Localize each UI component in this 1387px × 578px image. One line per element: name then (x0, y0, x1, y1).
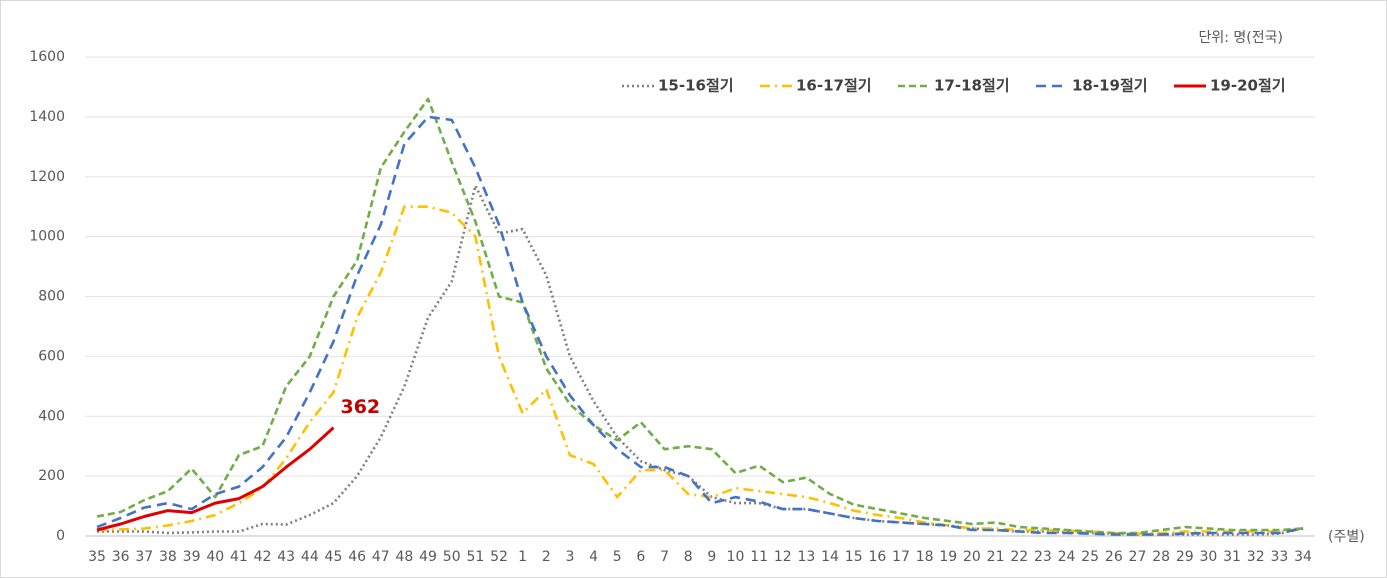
unit-label: 단위: 명(전국) (1199, 30, 1284, 46)
x-tick-label: 25 (1081, 549, 1099, 565)
x-tick-label: 19 (939, 549, 957, 565)
x-tick-label: 46 (348, 549, 366, 565)
x-tick-label: 43 (277, 549, 295, 565)
x-tick-label: 42 (254, 549, 272, 565)
legend-label: 18-19절기 (1072, 77, 1148, 95)
y-tick-label: 1000 (29, 229, 65, 245)
series-line (96, 97, 1304, 535)
y-tick-label: 800 (38, 289, 65, 305)
x-tick-label: 38 (159, 549, 177, 565)
x-tick-label: 7 (660, 549, 669, 565)
x-tick-label: 47 (372, 549, 390, 565)
x-tick-label: 26 (1105, 549, 1123, 565)
data-label: 362 (340, 396, 380, 418)
x-tick-label: 37 (135, 549, 153, 565)
x-tick-label: 5 (613, 549, 622, 565)
series-line (96, 115, 1304, 536)
x-tick-label: 36 (112, 549, 130, 565)
x-tick-label: 11 (750, 549, 768, 565)
y-tick-label: 1200 (29, 169, 65, 185)
x-tick-label: 41 (230, 549, 248, 565)
x-tick-label: 4 (589, 549, 598, 565)
x-tick-label: 22 (1010, 549, 1028, 565)
x-tick-label: 30 (1199, 549, 1217, 565)
x-tick-label: 32 (1247, 549, 1265, 565)
x-tick-label: 16 (868, 549, 886, 565)
x-tick-label: 20 (963, 549, 981, 565)
x-unit-label: (주별) (1328, 529, 1365, 545)
x-tick-label: 18 (916, 549, 934, 565)
x-tick-label: 24 (1058, 549, 1076, 565)
x-tick-label: 45 (325, 549, 343, 565)
y-tick-label: 600 (38, 348, 65, 364)
x-tick-label: 33 (1270, 549, 1288, 565)
x-tick-label: 48 (395, 549, 413, 565)
x-tick-label: 52 (490, 549, 508, 565)
series-line (96, 426, 335, 532)
y-tick-label: 0 (56, 528, 65, 544)
x-tick-label: 6 (636, 549, 645, 565)
y-tick-label: 200 (38, 468, 65, 484)
legend-label: 19-20절기 (1210, 77, 1286, 95)
x-tick-label: 10 (727, 549, 745, 565)
x-tick-label: 17 (892, 549, 910, 565)
x-tick-label: 2 (542, 549, 551, 565)
y-tick-label: 1600 (29, 49, 65, 65)
x-tick-label: 51 (466, 549, 484, 565)
x-tick-label: 44 (301, 549, 319, 565)
x-tick-label: 12 (774, 549, 792, 565)
x-tick-label: 13 (797, 549, 815, 565)
x-tick-label: 9 (707, 549, 716, 565)
x-tick-label: 29 (1176, 549, 1194, 565)
x-tick-label: 23 (1034, 549, 1052, 565)
x-tick-label: 40 (206, 549, 224, 565)
x-tick-label: 50 (443, 549, 461, 565)
x-tick-label: 34 (1294, 549, 1312, 565)
x-tick-label: 14 (821, 549, 839, 565)
legend-label: 16-17절기 (796, 77, 872, 95)
x-tick-label: 39 (183, 549, 201, 565)
x-tick-label: 15 (845, 549, 863, 565)
x-tick-label: 1 (518, 549, 527, 565)
x-tick-label: 3 (565, 549, 574, 565)
x-tick-label: 27 (1129, 549, 1147, 565)
x-tick-label: 35 (88, 549, 106, 565)
y-tick-label: 400 (38, 408, 65, 424)
legend-label: 15-16절기 (658, 77, 734, 95)
x-tick-label: 21 (987, 549, 1005, 565)
x-tick-label: 8 (684, 549, 693, 565)
legend-label: 17-18절기 (934, 77, 1010, 95)
x-tick-label: 49 (419, 549, 437, 565)
x-tick-label: 31 (1223, 549, 1241, 565)
x-tick-label: 28 (1152, 549, 1170, 565)
y-tick-label: 1400 (29, 109, 65, 125)
